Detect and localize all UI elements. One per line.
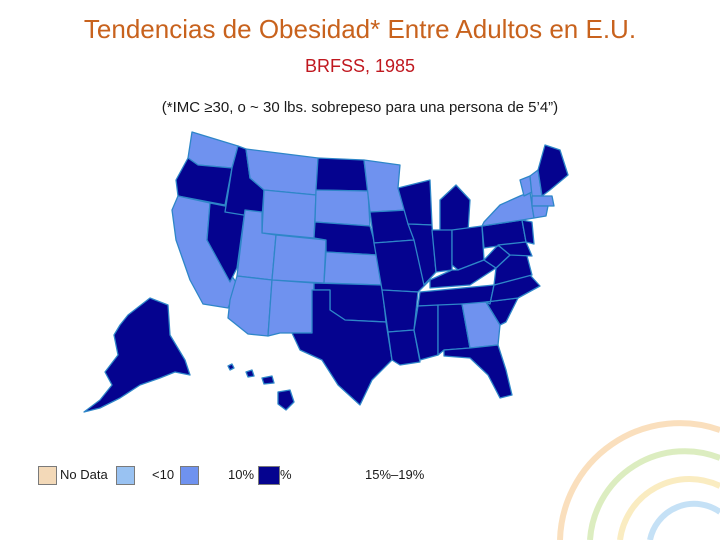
page-subtitle: BRFSS, 1985 xyxy=(304,56,416,76)
legend-swatch-under-10 xyxy=(116,466,135,485)
state-me xyxy=(537,144,569,197)
state-ct xyxy=(531,205,549,219)
legend-swatch-no-data xyxy=(38,466,57,485)
state-nj xyxy=(521,219,535,245)
state-hi xyxy=(227,363,295,411)
legend-swatch-10-14 xyxy=(180,466,199,485)
state-nd xyxy=(315,157,369,192)
legend-label-10-14-start: 10% xyxy=(228,467,255,482)
legend-label-no-data: No Data xyxy=(60,467,108,482)
state-az xyxy=(227,275,273,337)
decorative-arcs xyxy=(557,420,720,540)
page-title: Tendencias de Obesidad* Entre Adultos en… xyxy=(83,14,637,44)
state-ms xyxy=(413,304,439,361)
state-sd xyxy=(314,189,371,227)
state-tx xyxy=(291,289,393,406)
state-ga xyxy=(461,301,501,349)
state-co xyxy=(271,234,327,284)
state-mo xyxy=(373,239,431,293)
state-ar xyxy=(381,289,419,333)
state-md xyxy=(497,241,533,257)
state-ma xyxy=(531,195,555,207)
legend-label-10-14-end: % xyxy=(280,467,292,482)
legend-swatch-15-19 xyxy=(258,466,280,485)
state-ks xyxy=(323,251,383,286)
legend-label-15-19: 15%–19% xyxy=(365,467,425,482)
legend-label-under-10: <10 xyxy=(152,467,175,482)
state-fl xyxy=(443,344,513,399)
state-mi xyxy=(439,184,471,233)
state-nm xyxy=(267,279,315,337)
state-or xyxy=(175,157,233,206)
state-il xyxy=(407,223,437,286)
state-la xyxy=(387,329,421,366)
state-wy xyxy=(261,189,317,239)
bmi-footnote: (*IMC ≥30, o ~ 30 lbs. sobrepeso para un… xyxy=(161,99,559,116)
state-mn xyxy=(363,159,409,213)
state-in xyxy=(431,229,453,273)
state-ak xyxy=(83,297,191,413)
